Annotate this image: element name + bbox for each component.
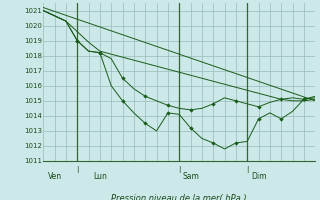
Text: Sam: Sam [182,172,199,181]
Text: Lun: Lun [93,172,107,181]
Text: Ven: Ven [47,172,61,181]
Text: |: | [246,166,248,173]
Text: Pression niveau de la mer( hPa ): Pression niveau de la mer( hPa ) [111,194,247,200]
Text: |: | [76,166,78,173]
Text: Dim: Dim [251,172,266,181]
Text: |: | [178,166,180,173]
